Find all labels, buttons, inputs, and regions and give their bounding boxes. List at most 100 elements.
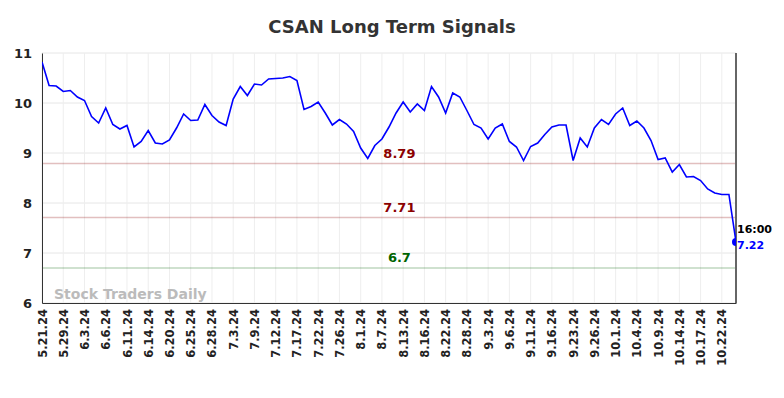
grid-line-x <box>148 53 149 303</box>
last-point <box>732 238 736 246</box>
x-tick-label: 9.26.24 <box>588 309 602 358</box>
reference-line <box>42 267 736 269</box>
grid-line-x <box>700 53 701 303</box>
grid-line-x <box>254 53 255 303</box>
y-tick-label: 7 <box>23 246 32 261</box>
grid-line-x <box>721 53 722 303</box>
y-tick: 11 <box>14 46 42 61</box>
x-tick: 9.16.24 <box>545 303 559 358</box>
x-tick: 6.20.24 <box>163 303 177 358</box>
x-tick-label: 7.9.24 <box>248 309 262 350</box>
grid-line-x <box>488 53 489 303</box>
last-time: 16:00 <box>737 223 772 236</box>
x-tick: 5.21.24 <box>36 303 50 358</box>
reference-line <box>42 163 736 165</box>
x-tick: 9.3.24 <box>482 303 496 350</box>
y-axis: 6 7 8 9 10 11 <box>14 46 43 311</box>
x-tick-label: 7.26.24 <box>333 309 347 358</box>
x-tick: 9.11.24 <box>524 303 538 358</box>
y-tick-label: 8 <box>23 196 32 211</box>
x-tick: 5.29.24 <box>57 303 71 358</box>
grid-line-x <box>594 53 595 303</box>
plot-area <box>42 62 736 246</box>
grid-line-x <box>296 53 297 303</box>
x-tick-label: 9.6.24 <box>503 309 517 350</box>
y-tick: 6 <box>23 296 42 311</box>
x-tick-label: 8.22.24 <box>439 309 453 358</box>
x-tick: 8.1.24 <box>354 303 368 350</box>
x-tick: 6.28.24 <box>205 303 219 358</box>
x-tick-label: 7.22.24 <box>312 309 326 358</box>
x-tick: 8.7.24 <box>375 303 389 350</box>
grid-line-x <box>573 53 574 303</box>
x-tick-label: 7.3.24 <box>227 309 241 350</box>
x-tick: 6.11.24 <box>121 303 135 358</box>
x-tick-label: 10.4.24 <box>630 309 644 358</box>
x-tick-label: 9.11.24 <box>524 309 538 358</box>
grid-line-x <box>190 53 191 303</box>
x-tick: 10.17.24 <box>694 303 708 366</box>
grid-line-x <box>275 53 276 303</box>
x-tick: 9.26.24 <box>588 303 602 358</box>
x-tick: 7.17.24 <box>290 303 304 358</box>
x-axis: 5.21.245.29.246.3.246.6.246.11.246.14.24… <box>36 303 737 366</box>
reference-label: 8.79 <box>383 146 415 161</box>
x-tick-label: 6.11.24 <box>121 309 135 358</box>
grid-line-x <box>360 53 361 303</box>
x-tick: 7.22.24 <box>312 303 326 358</box>
x-tick: 7.3.24 <box>227 303 241 350</box>
grid-line-x <box>169 53 170 303</box>
x-tick: 8.13.24 <box>397 303 411 358</box>
x-tick-label: 8.1.24 <box>354 309 368 350</box>
x-tick: 9.23.24 <box>567 303 581 358</box>
x-tick: 8.22.24 <box>439 303 453 358</box>
grid-line-x <box>211 53 212 303</box>
x-tick: 6.25.24 <box>184 303 198 358</box>
x-tick: 8.28.24 <box>460 303 474 358</box>
grid-line-x <box>318 53 319 303</box>
y-tick-label: 9 <box>23 146 32 161</box>
x-tick-label: 5.29.24 <box>57 309 71 358</box>
x-tick-label: 6.6.24 <box>99 309 113 350</box>
right-frame <box>735 53 737 303</box>
x-tick-label: 8.16.24 <box>418 309 432 358</box>
grid-line-x <box>658 53 659 303</box>
x-tick: 10.1.24 <box>609 303 623 358</box>
y-tick: 7 <box>23 246 42 261</box>
y-tick: 8 <box>23 196 42 211</box>
x-tick: 10.14.24 <box>673 303 687 366</box>
grid-line-y <box>42 53 736 54</box>
x-tick: 10.22.24 <box>715 303 729 366</box>
grid-line-x <box>615 53 616 303</box>
grid-line-x <box>530 53 531 303</box>
grid-line-x <box>339 53 340 303</box>
grid-line-x <box>126 53 127 303</box>
y-tick-label: 10 <box>14 96 32 111</box>
x-tick-label: 10.1.24 <box>609 309 623 358</box>
x-tick-label: 8.28.24 <box>460 309 474 358</box>
grid-line-x <box>84 53 85 303</box>
watermark: Stock Traders Daily <box>54 286 207 302</box>
grid-line-x <box>466 53 467 303</box>
chart-container: CSAN Long Term Signals8.797.716.7Stock T… <box>0 0 784 398</box>
chart-svg: CSAN Long Term Signals8.797.716.7Stock T… <box>0 0 784 398</box>
grid-line-y <box>42 103 736 104</box>
x-tick-label: 9.16.24 <box>545 309 559 358</box>
grid-line-x <box>381 53 382 303</box>
x-axis-line <box>43 303 737 304</box>
x-tick-label: 10.14.24 <box>673 309 687 366</box>
grid <box>42 53 736 303</box>
x-tick-label: 6.25.24 <box>184 309 198 358</box>
y-tick: 9 <box>23 146 42 161</box>
x-tick-label: 6.14.24 <box>142 309 156 358</box>
grid-line-x <box>636 53 637 303</box>
price-line <box>42 62 736 242</box>
x-tick-label: 7.17.24 <box>290 309 304 358</box>
x-tick: 9.6.24 <box>503 303 517 350</box>
y-tick-label: 11 <box>14 46 32 61</box>
grid-line-x <box>42 53 43 303</box>
y-axis-line <box>42 54 43 304</box>
grid-line-x <box>424 53 425 303</box>
grid-line-y <box>42 303 736 304</box>
grid-line-x <box>105 53 106 303</box>
